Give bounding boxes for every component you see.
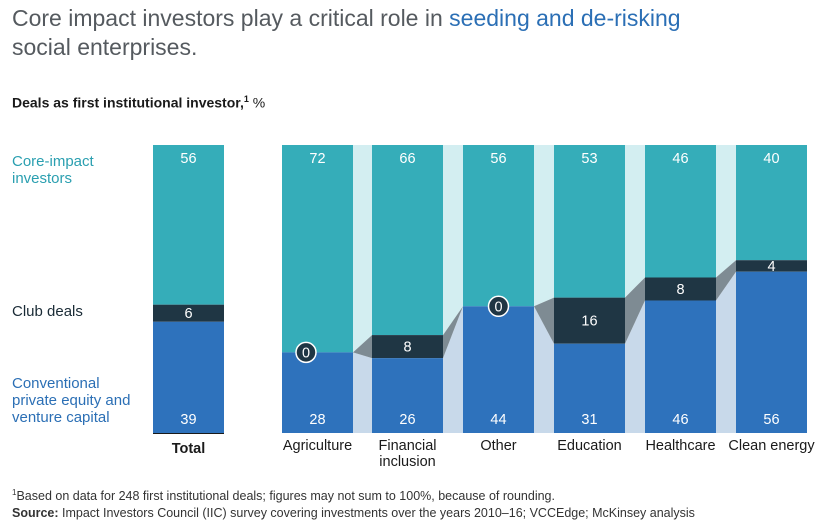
data-label-core: 46	[672, 151, 688, 167]
title-highlight: seeding and de-risking	[449, 5, 681, 31]
club-band	[443, 306, 463, 359]
club-band	[534, 297, 554, 344]
data-label-club: 4	[767, 259, 775, 275]
bar-conventional	[736, 271, 807, 433]
series-label-core: Core-impact	[12, 153, 95, 170]
data-label-conventional: 39	[180, 412, 196, 428]
bar-club	[736, 260, 807, 272]
club-zero-marker	[487, 295, 510, 318]
data-label-conventional: 44	[490, 412, 506, 428]
footnote: 1Based on data for 248 first institution…	[12, 484, 695, 522]
subtitle-label: Deals as first institutional investor,	[12, 94, 244, 111]
data-label-club: 0	[494, 299, 502, 315]
data-label-core: 56	[180, 151, 196, 167]
data-label-club: 8	[403, 340, 411, 356]
category-label: Total	[172, 441, 206, 457]
bar-core	[645, 145, 716, 278]
bar-conventional	[153, 321, 224, 433]
data-label-core: 40	[763, 151, 779, 167]
bar-club	[554, 297, 625, 344]
chart-subtitle: Deals as first institutional investor,1 …	[12, 94, 265, 111]
bar-core	[463, 145, 534, 307]
core-band	[625, 145, 645, 298]
club-band	[716, 260, 736, 301]
category-label: Other	[480, 438, 516, 454]
bar-conventional	[372, 358, 443, 433]
data-label-core: 53	[581, 151, 597, 167]
club-band	[625, 277, 645, 344]
conventional-band	[534, 306, 554, 433]
bar-conventional	[463, 306, 534, 433]
data-label-conventional: 28	[309, 412, 325, 428]
club-band	[353, 335, 372, 359]
bar-conventional	[282, 352, 353, 433]
bar-core	[372, 145, 443, 336]
bar-conventional	[554, 343, 625, 433]
conventional-band	[625, 300, 645, 433]
data-label-conventional: 46	[672, 412, 688, 428]
category-label: Healthcare	[645, 438, 715, 454]
stacked-bar-chart: 56 39 6 72 28 0 66 26 8 56 44 0 53 31 16 46 46 8 40 56 4 Tota…	[12, 145, 815, 470]
data-label-conventional: 26	[399, 412, 415, 428]
core-band	[716, 145, 736, 278]
data-label-core: 56	[490, 151, 506, 167]
data-label-conventional: 56	[763, 412, 779, 428]
core-band	[353, 145, 372, 353]
bar-club	[372, 335, 443, 359]
data-label-club: 8	[676, 282, 684, 298]
bar-club	[153, 304, 224, 322]
data-label-core: 72	[309, 151, 325, 167]
data-label-conventional: 31	[581, 412, 597, 428]
category-label: inclusion	[379, 454, 435, 470]
series-label-core: investors	[12, 170, 72, 187]
bar-core	[153, 145, 224, 305]
category-label: Agriculture	[283, 438, 352, 454]
conventional-band	[716, 271, 736, 433]
category-label: Education	[557, 438, 622, 454]
core-band	[534, 145, 554, 307]
subtitle-sup: 1	[243, 94, 249, 104]
club-zero-marker	[295, 341, 317, 364]
footnote-sup: 1	[12, 488, 17, 497]
subtitle-unit: %	[248, 94, 266, 111]
category-label: Financial	[378, 438, 436, 454]
source-text: Impact Investors Council (IIC) survey co…	[58, 506, 695, 521]
source-label: Source:	[12, 506, 59, 521]
series-label-conventional: venture capital	[12, 409, 110, 426]
conventional-band	[443, 306, 463, 433]
chart-title: Core impact investors play a critical ro…	[12, 4, 812, 62]
title-part2: social enterprises.	[12, 34, 198, 60]
core-band	[443, 145, 463, 336]
conventional-band	[353, 352, 372, 433]
category-label: Clean energy	[728, 438, 815, 454]
data-label-club: 0	[302, 345, 310, 361]
bar-core	[282, 145, 353, 353]
bar-conventional	[645, 300, 716, 433]
footnote-note: Based on data for 248 first institutiona…	[16, 489, 555, 504]
title-part1: Core impact investors play a critical ro…	[12, 5, 450, 31]
data-label-core: 66	[399, 151, 415, 167]
data-label-club: 16	[581, 314, 597, 330]
series-label-conventional: Conventional	[12, 375, 100, 392]
data-label-club: 6	[184, 306, 192, 322]
series-label-club: Club deals	[12, 303, 83, 320]
series-label-conventional: private equity and	[12, 392, 130, 409]
bar-core	[554, 145, 625, 298]
bar-club	[645, 277, 716, 301]
bar-core	[736, 145, 807, 261]
